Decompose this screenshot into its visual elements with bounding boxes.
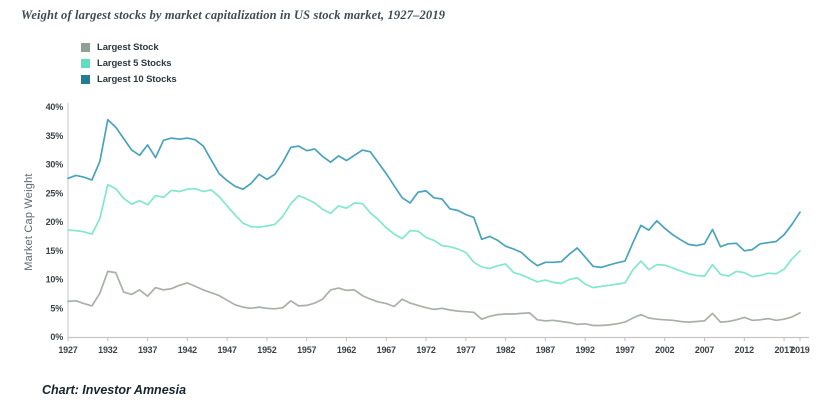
x-tick-label: 1967: [377, 345, 396, 355]
legend-swatch-largest-5-stocks: [81, 58, 90, 68]
x-tick-label: 1992: [576, 345, 595, 355]
x-tick-label: 1957: [297, 345, 316, 355]
chart-source: Chart: Investor Amnesia: [42, 383, 187, 397]
legend: Largest Stock Largest 5 Stocks Largest 1…: [81, 39, 177, 87]
legend-label: Largest 10 Stocks: [97, 73, 177, 85]
x-tick-label: 1932: [98, 345, 117, 355]
line-chart: 0% 5% 10% 15% 20% 25% 30% 35% 40% 1927 1932 1937 194…: [46, 102, 810, 355]
x-tick-label: 1947: [218, 345, 237, 355]
series-line-largest-10-stocks: [67, 118, 801, 269]
x-tick-label: 1982: [496, 345, 515, 355]
y-tick-label: 25%: [46, 188, 64, 198]
x-tick-label: 2002: [655, 345, 674, 355]
y-tick-label: 5%: [50, 303, 63, 313]
y-tick-label: 0%: [50, 332, 63, 342]
x-tick-label: 1997: [615, 345, 634, 355]
legend-swatch-largest-10-stocks: [81, 74, 90, 84]
x-tick-label: 2019: [790, 345, 809, 355]
x-tick-label: 1987: [536, 345, 555, 355]
x-tick-label: 2012: [735, 345, 754, 355]
series-line-largest-5-stocks: [67, 183, 801, 289]
x-tick-label: 1952: [257, 345, 276, 355]
x-tick-label: 2007: [695, 345, 714, 355]
legend-item-largest-5-stocks: Largest 5 Stocks: [81, 55, 177, 71]
x-tick-label: 1937: [138, 345, 157, 355]
y-tick-label: 30%: [46, 160, 64, 170]
y-tick-label: 20%: [46, 217, 64, 227]
chart-title: Weight of largest stocks by market capit…: [21, 8, 446, 22]
legend-label: Largest Stock: [97, 41, 159, 53]
x-tick-label: 1927: [58, 345, 77, 355]
y-tick-label: 15%: [46, 246, 64, 256]
x-tick-label: 1977: [456, 345, 475, 355]
x-tick-label: 2017: [774, 345, 793, 355]
y-tick-label: 10%: [46, 275, 64, 285]
y-tick-label: 35%: [46, 131, 64, 141]
legend-label: Largest 5 Stocks: [97, 57, 172, 69]
x-tick-label: 1962: [337, 345, 356, 355]
legend-swatch-largest-stock: [81, 42, 90, 52]
x-tick-label: 1972: [416, 345, 435, 355]
legend-item-largest-stock: Largest Stock: [81, 39, 177, 55]
y-tick-label: 40%: [46, 102, 64, 112]
series-line-largest-stock: [67, 270, 801, 327]
legend-item-largest-10-stocks: Largest 10 Stocks: [81, 71, 177, 87]
x-tick-label: 1942: [178, 345, 197, 355]
